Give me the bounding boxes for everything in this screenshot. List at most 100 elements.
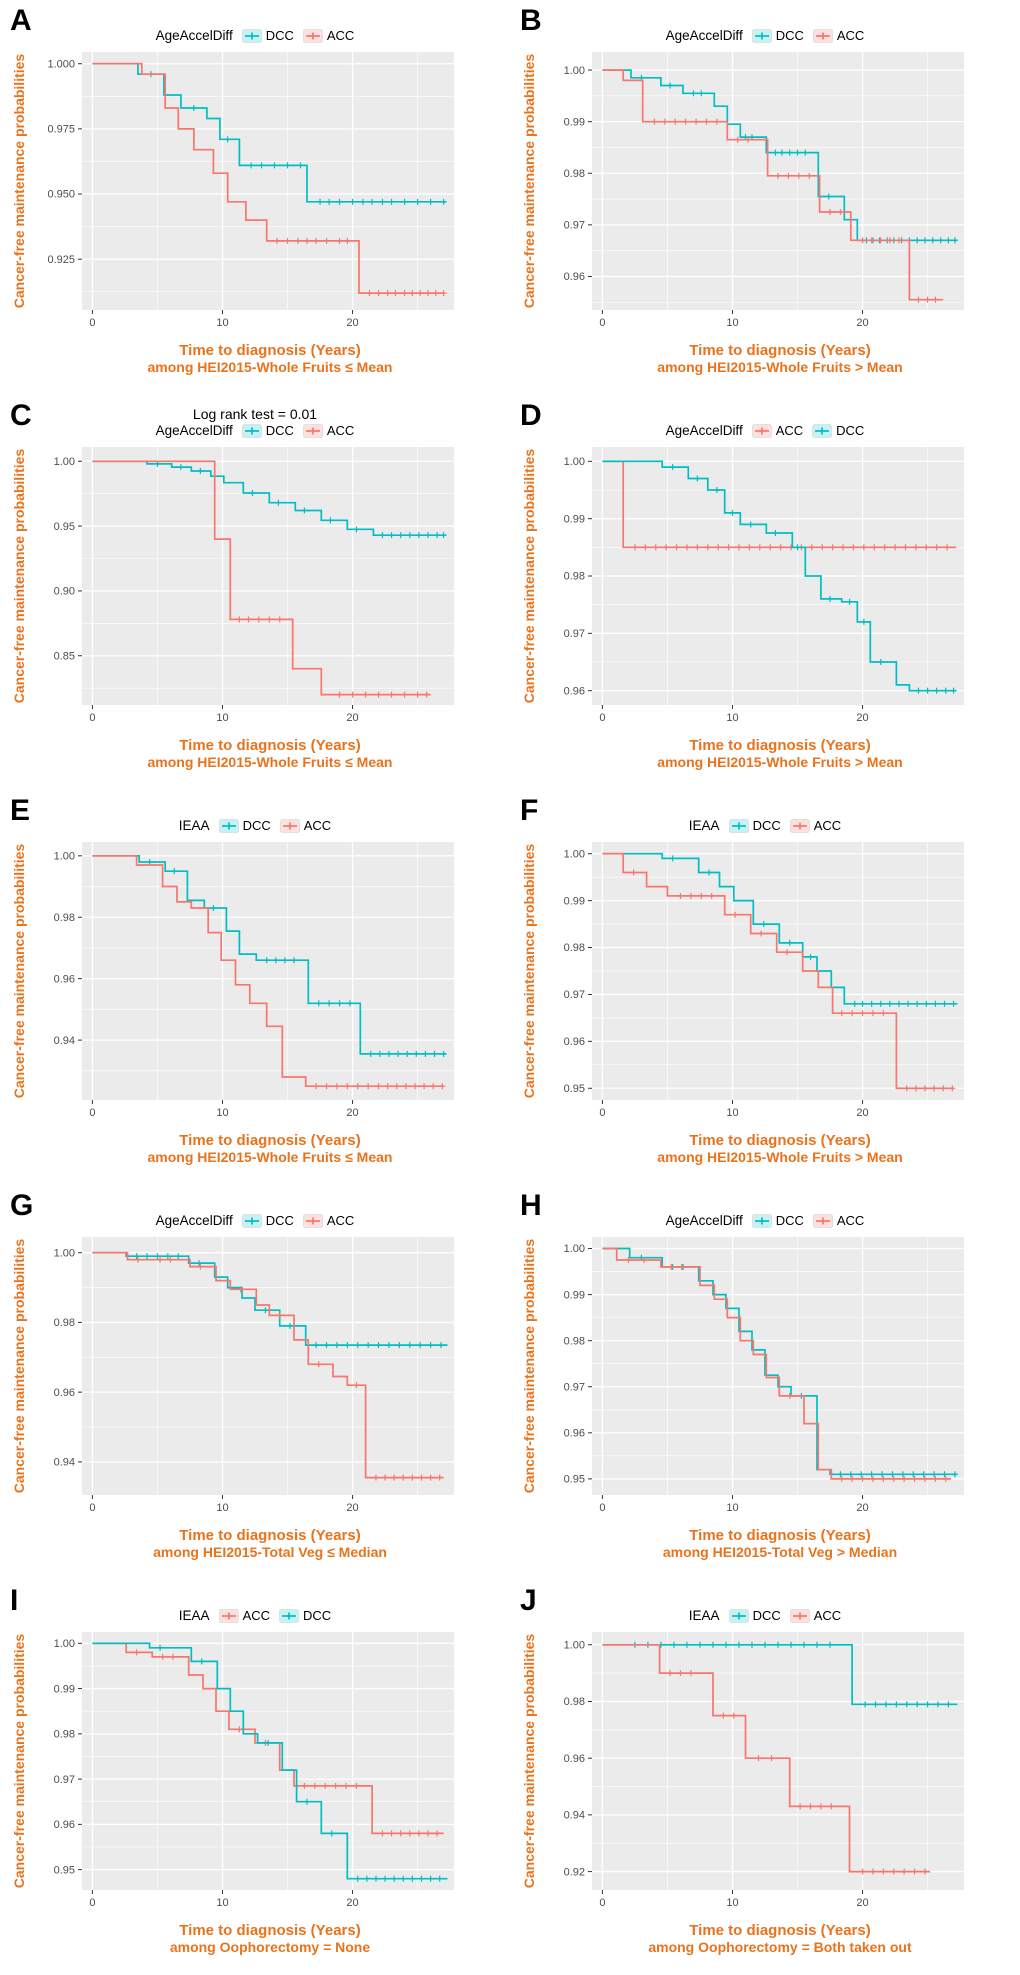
svg-text:0.92: 0.92 [564, 1866, 585, 1878]
legend-label: ACC [836, 28, 865, 43]
legend-label: DCC [265, 423, 294, 438]
svg-text:0: 0 [89, 317, 95, 329]
x-axis-subtitle: among HEI2015-Whole Fruits ≤ Mean [147, 359, 393, 375]
svg-text:0: 0 [599, 1107, 605, 1119]
svg-text:1.00: 1.00 [54, 1247, 75, 1259]
svg-text:10: 10 [726, 1107, 738, 1119]
svg-text:0.99: 0.99 [564, 116, 585, 128]
svg-text:20: 20 [346, 1502, 358, 1514]
svg-text:0.99: 0.99 [564, 513, 585, 525]
legend-label: ACC [813, 1608, 842, 1623]
km-plot: 1.00 0.99 0.98 0.97 0.96 0.95 0 10 20 [564, 1237, 964, 1514]
panel-header: AgeAccelDiff DCC ACC [0, 5, 510, 43]
legend-item-dcc: DCC [241, 423, 294, 438]
legend-title: IEAA [688, 818, 720, 833]
legend: IEAA DCC ACC [689, 818, 841, 833]
svg-text:0.98: 0.98 [564, 571, 585, 583]
panel-letter: D [520, 399, 542, 432]
legend-key-acc-icon [218, 1608, 239, 1623]
legend-title: IEAA [688, 1608, 720, 1623]
svg-text:0.95: 0.95 [564, 1083, 585, 1095]
svg-text:0.98: 0.98 [54, 912, 75, 924]
svg-text:0.96: 0.96 [54, 1819, 75, 1831]
legend-title: AgeAccelDiff [155, 1213, 233, 1228]
panel-letter: J [520, 1584, 537, 1617]
svg-text:0.90: 0.90 [54, 586, 75, 598]
svg-text:20: 20 [346, 1897, 358, 1909]
panel-G: G AgeAccelDiff DCC ACC Cancer-free mainte… [0, 1185, 510, 1580]
svg-text:0.975: 0.975 [47, 124, 75, 136]
panel-C: C Log rank test = 0.01 AgeAccelDiff DCC A… [0, 395, 510, 790]
svg-text:20: 20 [856, 1107, 868, 1119]
svg-text:0.96: 0.96 [564, 1036, 585, 1048]
km-plot: 1.00 0.99 0.98 0.97 0.96 0.95 0 10 20 [54, 1632, 454, 1909]
panel-E: E IEAA DCC ACC Cancer-free maintenance pr… [0, 790, 510, 1185]
legend-item-acc: ACC [279, 818, 331, 833]
legend-label: DCC [265, 28, 294, 43]
legend-label: DCC [836, 423, 865, 438]
legend-key-acc-icon [789, 1608, 810, 1623]
panel-letter: F [520, 794, 539, 827]
svg-text:0.96: 0.96 [564, 271, 585, 283]
svg-text:0.85: 0.85 [54, 650, 75, 662]
svg-text:0: 0 [599, 712, 605, 724]
legend-title: AgeAccelDiff [665, 423, 743, 438]
svg-text:0.95: 0.95 [54, 521, 75, 533]
panel-letter: B [520, 4, 542, 37]
svg-text:0.98: 0.98 [564, 168, 585, 180]
legend-title: AgeAccelDiff [665, 1213, 743, 1228]
x-axis-title: Time to diagnosis (Years) [179, 342, 361, 359]
km-plot: 1.00 0.95 0.90 0.85 0 10 20 [54, 447, 454, 724]
legend-label: DCC [265, 1213, 294, 1228]
legend-label: ACC [813, 818, 842, 833]
legend-key-dcc-icon [241, 1213, 262, 1228]
legend: AgeAccelDiff DCC ACC [666, 1213, 865, 1228]
plot-row: Cancer-free maintenance probabilities 1.… [0, 1230, 510, 1526]
legend-item-dcc: DCC [241, 28, 294, 43]
svg-text:0: 0 [89, 1897, 95, 1909]
legend-title: IEAA [178, 1608, 210, 1623]
svg-text:1.00: 1.00 [564, 456, 585, 468]
legend-key-acc-icon [302, 28, 323, 43]
legend-key-dcc-icon [218, 818, 239, 833]
km-plot: 1.000 0.975 0.950 0.925 0 10 20 [47, 52, 454, 329]
x-axis-title: Time to diagnosis (Years) [689, 342, 871, 359]
legend-label: ACC [326, 1213, 355, 1228]
y-axis-title: Cancer-free maintenance probabilities [11, 448, 27, 704]
x-axis-title: Time to diagnosis (Years) [179, 1527, 361, 1544]
legend: AgeAccelDiff DCC ACC [666, 28, 865, 43]
y-axis-title: Cancer-free maintenance probabilities [11, 843, 27, 1099]
x-axis-subtitle: among HEI2015-Whole Fruits > Mean [657, 754, 903, 770]
legend-title: IEAA [178, 818, 210, 833]
panel-A: A AgeAccelDiff DCC ACC Cancer-free mainte… [0, 0, 510, 395]
km-plot: 1.00 0.99 0.98 0.97 0.96 0 10 20 [564, 52, 964, 329]
legend-key-acc-icon [789, 818, 810, 833]
legend-item-acc: ACC [302, 423, 355, 438]
panel-B: B AgeAccelDiff DCC ACC Cancer-free mainte… [510, 0, 1020, 395]
legend: AgeAccelDiff DCC ACC [156, 1213, 355, 1228]
legend-item-dcc: DCC [218, 818, 271, 833]
legend-label: ACC [326, 423, 355, 438]
panel-header: AgeAccelDiff DCC ACC [510, 1190, 1020, 1228]
plot-row: Cancer-free maintenance probabilities 1.… [510, 440, 1020, 736]
panel-header: IEAA DCC ACC [510, 1585, 1020, 1623]
svg-text:0: 0 [599, 1897, 605, 1909]
x-axis-title: Time to diagnosis (Years) [179, 737, 361, 754]
svg-text:0.96: 0.96 [54, 1387, 75, 1399]
legend-label: ACC [836, 1213, 865, 1228]
svg-text:0.97: 0.97 [564, 628, 585, 640]
x-axis-title: Time to diagnosis (Years) [689, 1132, 871, 1149]
legend-label: DCC [242, 818, 271, 833]
legend-item-acc: ACC [812, 28, 865, 43]
legend-label: DCC [775, 28, 804, 43]
x-axis-subtitle: among Oophorectomy = Both taken out [648, 1939, 912, 1955]
svg-text:0: 0 [599, 1502, 605, 1514]
svg-text:10: 10 [216, 317, 228, 329]
svg-text:0.97: 0.97 [564, 220, 585, 232]
legend-title: AgeAccelDiff [155, 423, 233, 438]
legend-key-dcc-icon [751, 1213, 772, 1228]
svg-text:0.98: 0.98 [564, 942, 585, 954]
legend-label: DCC [752, 818, 781, 833]
y-axis-title: Cancer-free maintenance probabilities [11, 1633, 27, 1889]
